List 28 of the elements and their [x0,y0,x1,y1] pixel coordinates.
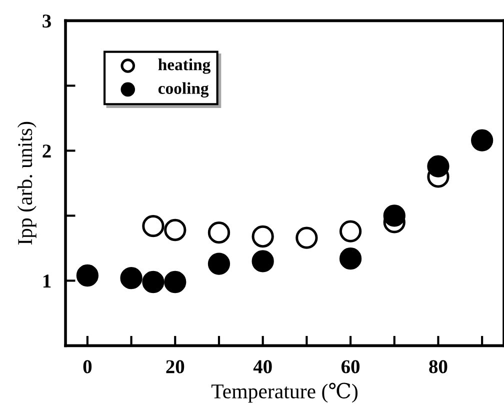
point [208,252,230,275]
legend-label: heating [158,58,210,74]
point [142,270,164,294]
y-tick-label: 3 [42,14,51,28]
y-tick-label: 2 [42,144,51,158]
x-tick-label: 40 [253,360,272,374]
point [427,155,450,178]
point [208,222,230,244]
x-axis-title: Temperature (℃) [211,382,358,403]
x-tick-label: 60 [341,360,360,374]
x-tick-label: 20 [166,360,184,374]
y-tick-label: 1 [43,274,51,288]
x-tick-label: 80 [429,360,448,374]
point [164,270,186,294]
point [252,250,274,272]
point [339,248,362,270]
point [471,129,494,152]
legend-label: cooling [158,82,209,98]
point [252,225,274,248]
point [164,218,186,242]
y-axis-title: Ipp (arb. units) [17,122,36,245]
x-tick-label: 0 [83,360,92,374]
point [296,226,318,249]
point [120,267,142,290]
point [383,204,406,227]
point [142,215,164,238]
point [76,264,99,287]
point [339,220,362,242]
